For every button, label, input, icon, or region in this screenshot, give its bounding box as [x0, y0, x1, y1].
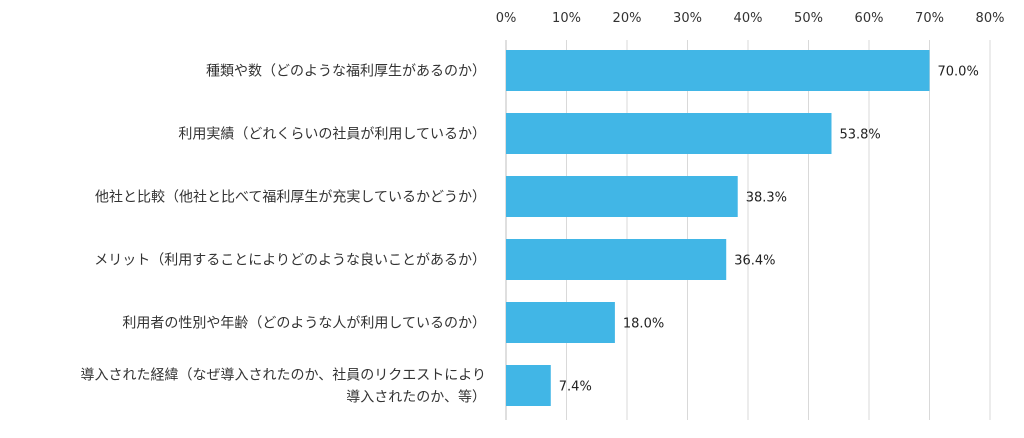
data-label: 36.4% [734, 254, 775, 269]
x-tick-label: 80% [976, 11, 1005, 26]
data-label: 70.0% [938, 65, 979, 80]
x-tick-label: 10% [552, 11, 581, 26]
category-label: 導入されたのか、等） [346, 389, 486, 406]
x-tick-label: 50% [794, 11, 823, 26]
category-label: 導入された経緯（なぜ導入されたのか、社員のリクエストにより [81, 368, 486, 384]
x-tick-label: 0% [496, 11, 517, 26]
data-label: 38.3% [746, 191, 787, 206]
x-axis-ticks: 0% 10% 20% 30% 40% 50% 60% 70% 80% [496, 11, 1005, 26]
category-labels: 種類や数（どのような福利厚生があるのか） 利用実績（どれくらいの社員が利用している… [81, 64, 486, 406]
category-label: 利用者の性別や年齢（どのような人が利用しているのか） [122, 316, 486, 332]
bar [506, 113, 832, 154]
category-label: 種類や数（どのような福利厚生があるのか） [206, 64, 486, 80]
x-tick-label: 30% [673, 11, 702, 26]
data-label: 53.8% [839, 128, 880, 143]
bars [506, 50, 930, 406]
gridlines [505, 40, 991, 420]
category-label: 他社と比較（他社と比べて福利厚生が充実しているかどうか） [95, 190, 486, 206]
data-label: 7.4% [559, 380, 592, 395]
bar [506, 176, 738, 217]
x-tick-label: 60% [855, 11, 884, 26]
bar [506, 302, 615, 343]
bar [506, 365, 551, 406]
category-label: メリット（利用することによりどのような良いことがあるか） [94, 253, 486, 269]
data-labels: 70.0% 53.8% 38.3% 36.4% 18.0% 7.4% [559, 65, 979, 395]
x-tick-label: 40% [734, 11, 763, 26]
x-tick-label: 20% [613, 11, 642, 26]
data-label: 18.0% [623, 317, 664, 332]
x-tick-label: 70% [915, 11, 944, 26]
category-label: 利用実績（どれくらいの社員が利用しているか） [178, 127, 486, 143]
bar [506, 50, 930, 91]
bar [506, 239, 727, 280]
